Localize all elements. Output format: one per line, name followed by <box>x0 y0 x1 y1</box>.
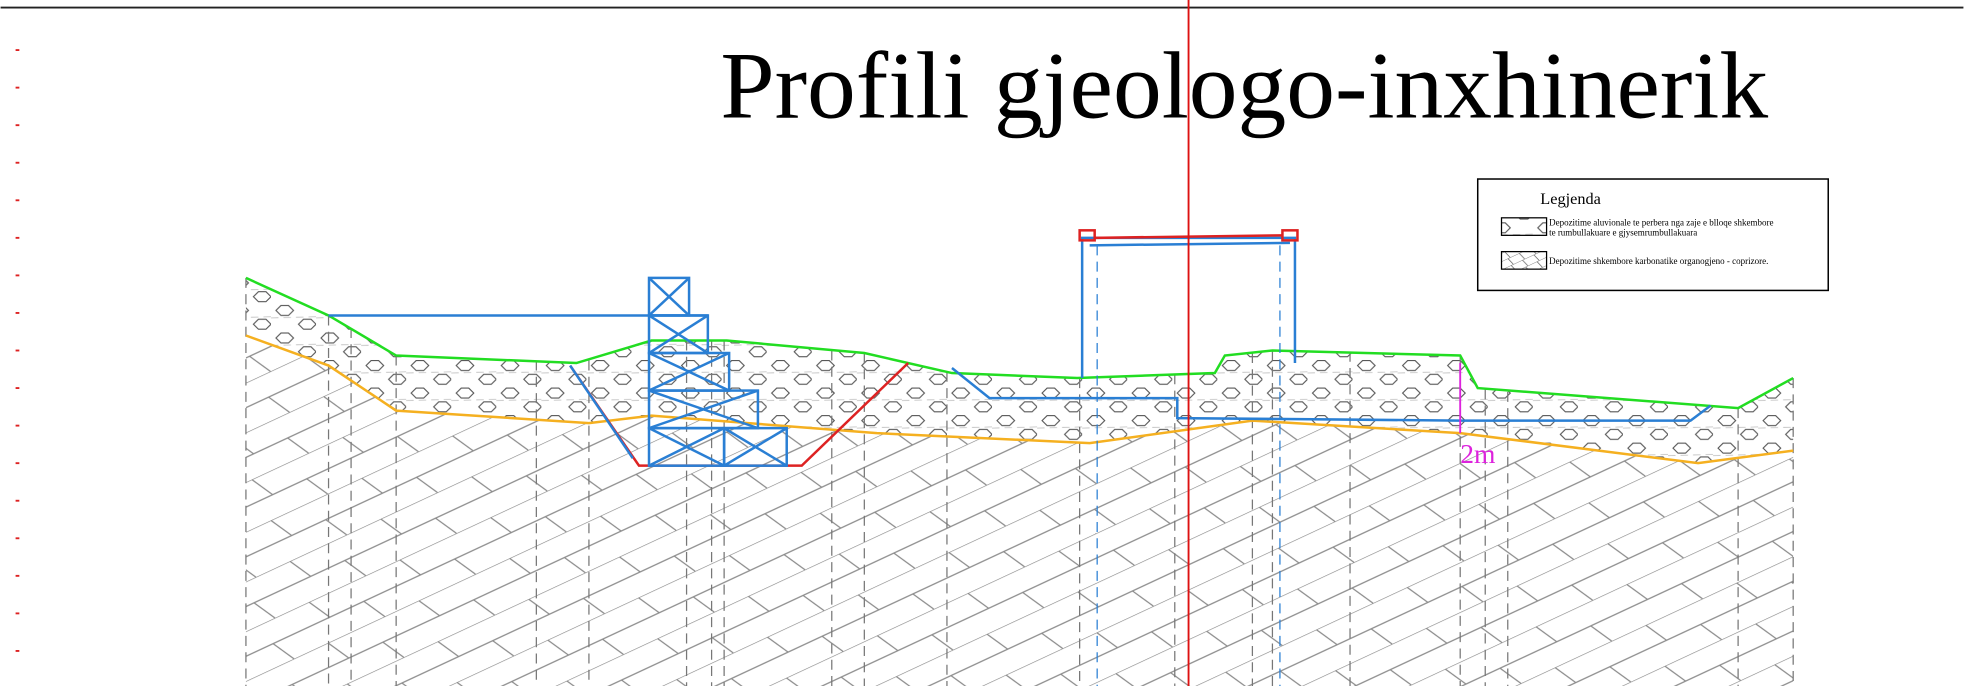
scaffold <box>647 276 788 467</box>
legend-text: te rumbullakuare e gjysemrumbullakuara <box>1549 227 1697 237</box>
title: Profili gjeologo-inxhinerik <box>720 33 1768 139</box>
scaffold-brace <box>648 427 725 467</box>
ground-line <box>245 276 1794 410</box>
scaffold-brace <box>648 276 690 317</box>
scaffold-brace <box>648 314 709 355</box>
legend-text: Depozitime aluvionale te perbera nga zaj… <box>1549 217 1773 227</box>
scaffold-brace <box>648 389 759 430</box>
slope-line <box>569 364 634 459</box>
edge-ticks <box>15 49 20 652</box>
scaffold-box <box>722 426 788 467</box>
scaffold-brace <box>648 351 730 392</box>
dimension-label: 2m <box>1460 438 1495 469</box>
legend: Legjenda Depozitime aluvionale te perber… <box>1476 178 1829 292</box>
legend-title: Legjenda <box>1540 190 1601 208</box>
contact-line <box>245 334 1794 465</box>
legend-swatch <box>1500 217 1548 236</box>
pipe-line <box>951 367 1712 422</box>
rock-layer <box>245 335 1794 686</box>
legend-swatch <box>1500 250 1548 270</box>
structure <box>1080 236 1297 686</box>
legend-text: Depozitime shkembore karbonatike organog… <box>1549 256 1768 266</box>
scaffold-brace <box>723 427 788 467</box>
